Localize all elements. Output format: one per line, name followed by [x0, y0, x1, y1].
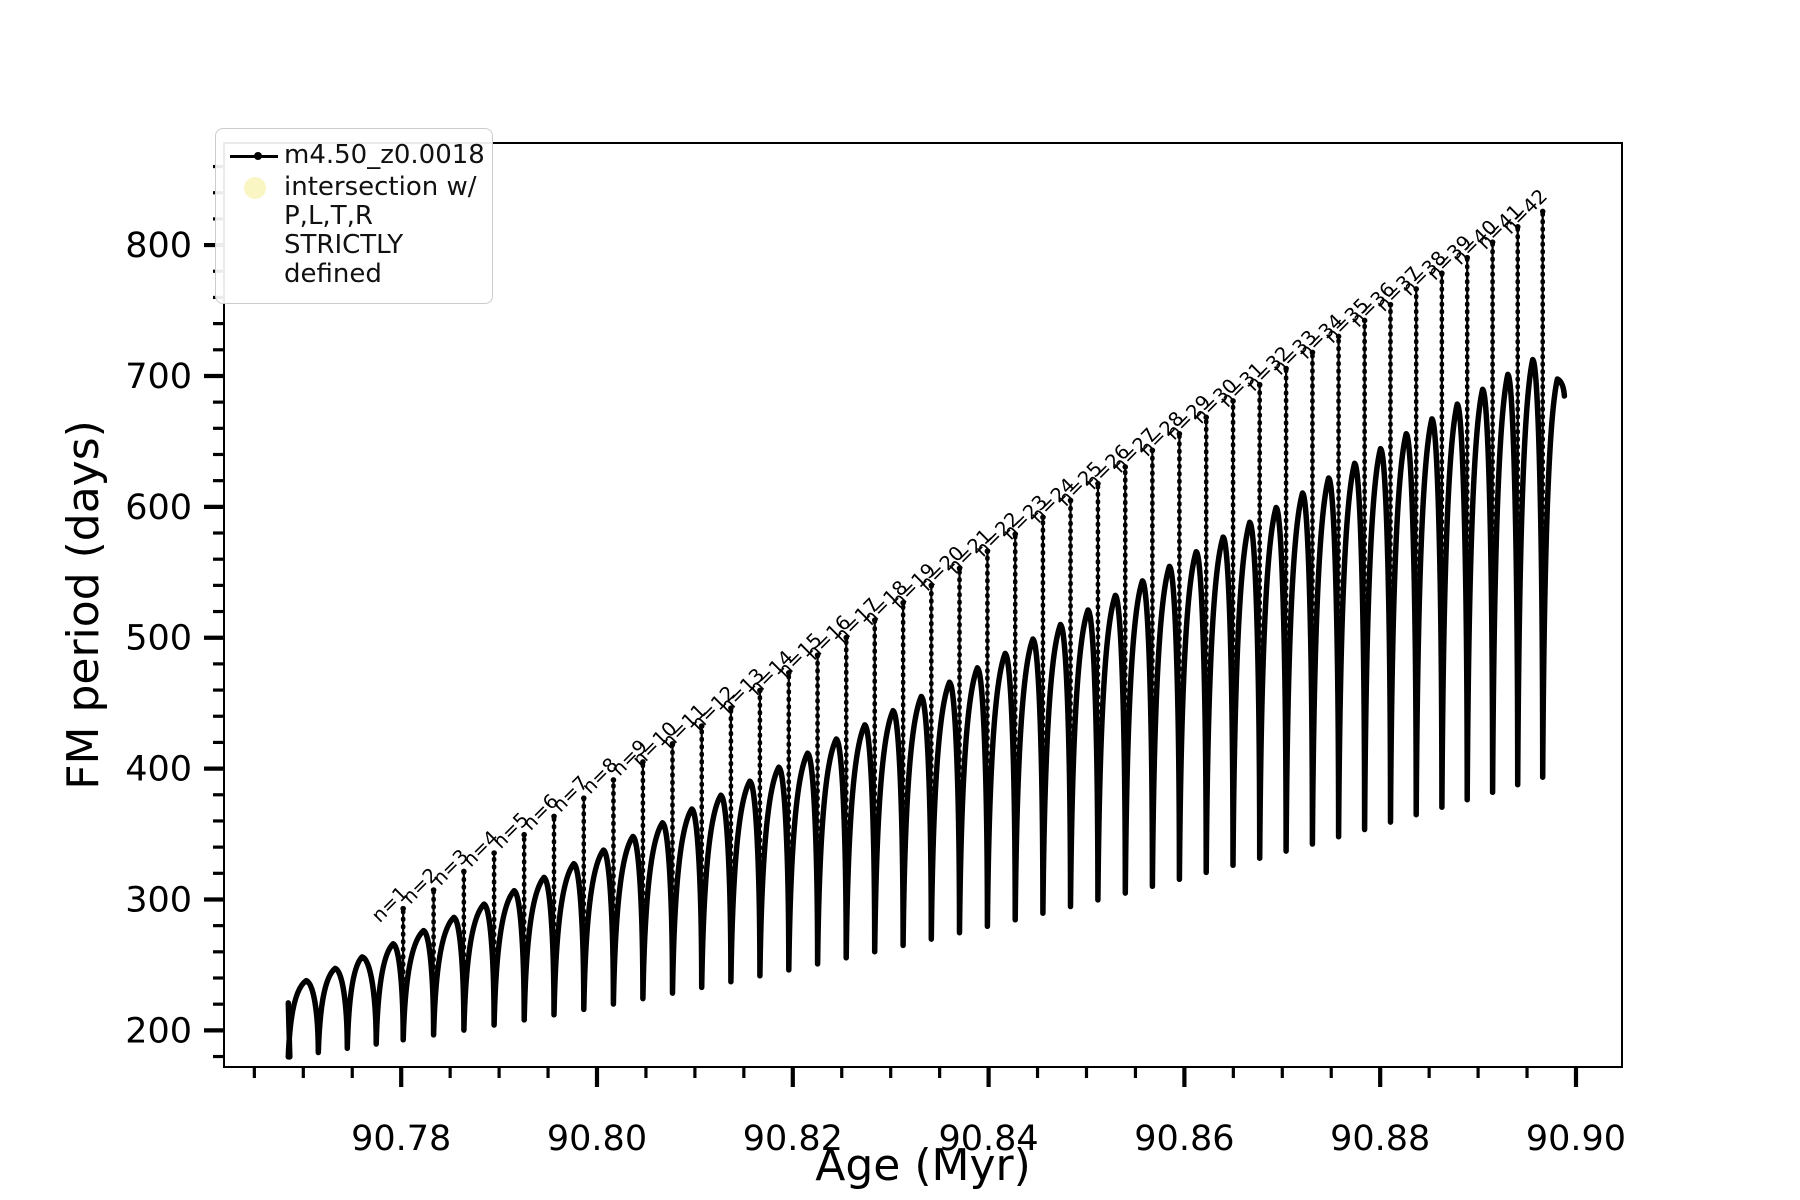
y-tick-label: 200 — [125, 1011, 192, 1051]
spike-top-marker — [698, 723, 705, 729]
spike-top-marker — [430, 887, 437, 893]
spike-top-marker — [956, 565, 963, 572]
x-tick-label: 90.88 — [1330, 1119, 1430, 1159]
spike-top-marker — [900, 599, 906, 606]
spike-top-marker — [1283, 365, 1289, 372]
spike-top-marker — [1230, 398, 1236, 404]
x-axis-label: Age (Myr) — [815, 1140, 1031, 1191]
spike-top-marker — [871, 617, 878, 623]
spike-top-marker — [400, 905, 406, 912]
spike-top-marker — [1176, 431, 1183, 437]
spike-top-marker — [1122, 464, 1129, 470]
spike-top-marker — [640, 759, 646, 765]
spike-top-marker — [461, 868, 467, 875]
y-tick-label: 800 — [125, 226, 192, 266]
spike-top-marker — [928, 582, 935, 589]
legend-intersection-label: intersection w/ P,L,T,R STRICTLY defined — [284, 172, 477, 290]
spike-top-marker — [757, 687, 763, 694]
spike-top-marker — [1439, 270, 1445, 277]
legend-series-label: m4.50_z0.0018 — [284, 140, 485, 170]
spike-top-marker — [1256, 381, 1263, 388]
spike-top-marker — [1514, 223, 1521, 230]
spike-top-marker — [1489, 239, 1496, 246]
x-tick-label: 90.82 — [743, 1119, 843, 1159]
x-tick-label: 90.90 — [1526, 1119, 1626, 1159]
spike-top-marker — [521, 831, 527, 838]
line-dot-icon — [228, 141, 284, 171]
spike-top-marker — [1309, 349, 1316, 356]
y-tick-label: 300 — [125, 880, 192, 920]
spike-top-marker — [1012, 531, 1019, 537]
spike-top-marker — [1203, 414, 1210, 421]
x-tick-label: 90.80 — [547, 1119, 647, 1159]
spike-top-marker — [1067, 497, 1074, 504]
spike-top-marker — [1040, 514, 1046, 521]
spike-top-marker — [1335, 333, 1342, 340]
legend-item-series: m4.50_z0.0018 — [228, 140, 485, 171]
spike-top-marker — [1539, 208, 1546, 215]
spike-top-marker — [669, 741, 676, 747]
x-tick-label: 90.86 — [1134, 1119, 1234, 1159]
y-tick-label: 400 — [125, 750, 192, 790]
y-tick-label: 500 — [125, 619, 192, 659]
spike-top-marker — [785, 669, 792, 676]
spike-top-marker — [1095, 480, 1101, 487]
spike-top-marker — [491, 850, 497, 856]
spike-top-marker — [728, 705, 734, 711]
y-tick-label: 700 — [125, 357, 192, 397]
legend-item-intersection: intersection w/ P,L,T,R STRICTLY defined — [228, 172, 478, 290]
series-curve — [285, 356, 1568, 1060]
spike-top-marker — [1464, 254, 1471, 261]
axes-frame — [223, 142, 1623, 1068]
filled-circle-icon — [228, 173, 284, 203]
legend: m4.50_z0.0018 intersection w/ P,L,T,R ST… — [215, 128, 493, 305]
spike-top-marker — [610, 777, 617, 783]
spike-top-marker — [1387, 301, 1394, 308]
spike-top-marker — [1413, 286, 1420, 292]
spike-top-marker — [843, 634, 850, 641]
spike-top-marker — [1361, 317, 1368, 324]
x-tick-label: 90.84 — [938, 1119, 1038, 1159]
y-tick-label: 600 — [125, 488, 192, 528]
spike-top-marker — [1149, 447, 1156, 454]
spike-top-marker — [984, 548, 991, 555]
y-axis-label: FM period (days) — [58, 420, 109, 790]
spike-top-marker — [580, 795, 587, 801]
spike-top-marker — [551, 813, 557, 820]
x-tick-label: 90.78 — [351, 1119, 451, 1159]
spike-top-marker — [814, 652, 821, 658]
